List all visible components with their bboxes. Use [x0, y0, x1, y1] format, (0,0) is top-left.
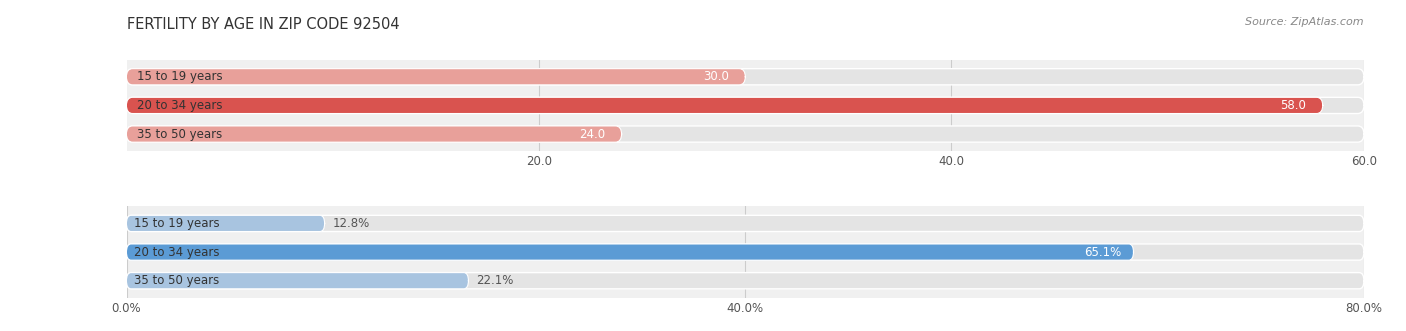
FancyBboxPatch shape — [127, 97, 1323, 114]
FancyBboxPatch shape — [127, 215, 1364, 231]
FancyBboxPatch shape — [127, 273, 468, 289]
Text: 35 to 50 years: 35 to 50 years — [135, 274, 219, 287]
FancyBboxPatch shape — [127, 273, 1364, 289]
Text: Source: ZipAtlas.com: Source: ZipAtlas.com — [1246, 17, 1364, 26]
Text: FERTILITY BY AGE IN ZIP CODE 92504: FERTILITY BY AGE IN ZIP CODE 92504 — [127, 17, 399, 31]
FancyBboxPatch shape — [127, 97, 1364, 114]
FancyBboxPatch shape — [127, 244, 1364, 260]
Text: 58.0: 58.0 — [1281, 99, 1306, 112]
Text: 22.1%: 22.1% — [477, 274, 513, 287]
Text: 20 to 34 years: 20 to 34 years — [135, 246, 219, 259]
Text: 30.0: 30.0 — [703, 70, 728, 83]
FancyBboxPatch shape — [127, 69, 745, 85]
Text: 12.8%: 12.8% — [332, 217, 370, 230]
FancyBboxPatch shape — [127, 126, 621, 142]
Text: 15 to 19 years: 15 to 19 years — [136, 70, 222, 83]
FancyBboxPatch shape — [127, 126, 1364, 142]
FancyBboxPatch shape — [127, 215, 325, 231]
FancyBboxPatch shape — [127, 244, 1133, 260]
Text: 65.1%: 65.1% — [1084, 246, 1121, 259]
Text: 24.0: 24.0 — [579, 127, 605, 141]
Text: 35 to 50 years: 35 to 50 years — [136, 127, 222, 141]
Text: 15 to 19 years: 15 to 19 years — [135, 217, 219, 230]
FancyBboxPatch shape — [127, 69, 1364, 85]
Text: 20 to 34 years: 20 to 34 years — [136, 99, 222, 112]
